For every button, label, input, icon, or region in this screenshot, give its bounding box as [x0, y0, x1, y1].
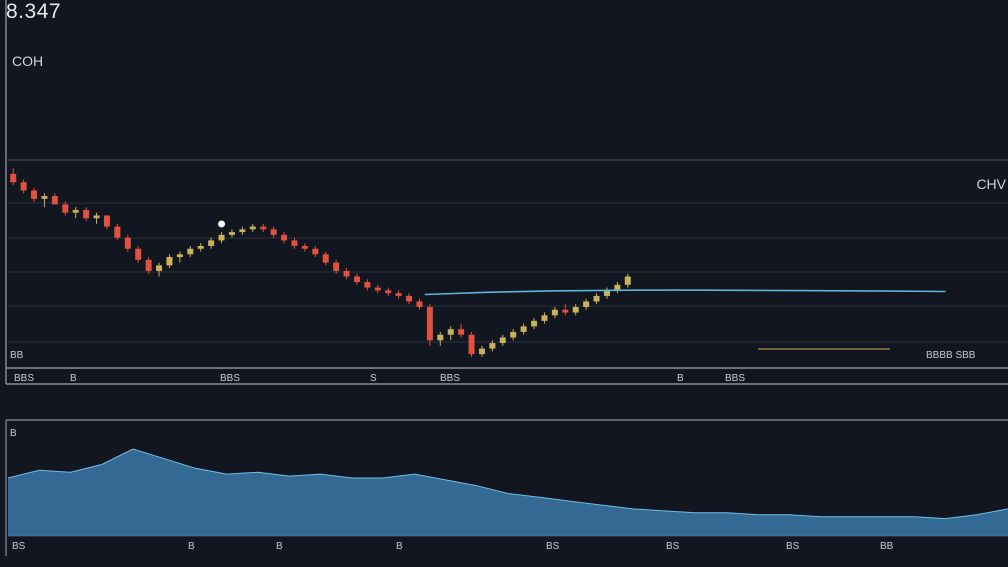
candle-body [520, 326, 527, 332]
candle-body [62, 204, 69, 213]
candle-body [499, 337, 506, 344]
candle-body [166, 257, 173, 266]
candle-body [510, 331, 517, 338]
candle-body [281, 234, 288, 241]
volume-x-tick-label: B [276, 541, 283, 552]
candle-body [197, 245, 204, 249]
candle-body [218, 234, 225, 241]
candle-body [593, 295, 600, 302]
candle-body [145, 259, 152, 271]
price-x-tick-label: B [70, 373, 77, 384]
volume-x-tick-label: BS [12, 541, 26, 552]
candle-body [322, 254, 329, 263]
candle-body [447, 329, 454, 335]
candle-body [426, 306, 433, 341]
volume-area [8, 449, 1008, 536]
candle-body [562, 309, 569, 313]
candle-body [416, 301, 423, 307]
volume-x-tick-label: BS [786, 541, 800, 552]
candle-body [551, 309, 558, 316]
candle-body [614, 284, 621, 291]
price-x-tick-label: BBS [220, 373, 240, 384]
candle-body [51, 196, 58, 205]
candle-body [228, 232, 235, 235]
candle-body [156, 265, 163, 271]
candle-body [395, 293, 402, 296]
candle-body [93, 215, 100, 219]
price-x-tick-label: BBS [14, 373, 34, 384]
candle-body [114, 226, 121, 238]
marker-dot [218, 220, 226, 228]
price-value: 8.347 [6, 0, 62, 23]
candle-body [624, 276, 631, 285]
candle-body [343, 270, 350, 277]
candle-body [406, 295, 413, 302]
price-y-tick-label: BB [10, 350, 24, 361]
price-x-tick-label: S [370, 373, 377, 384]
volume-y-tick-label: B [10, 428, 17, 439]
volume-x-tick-label: BB [880, 541, 894, 552]
candle-body [124, 237, 131, 249]
candle-body [312, 248, 319, 255]
price-x-tick-label: BBS [725, 373, 745, 384]
candle-body [458, 329, 465, 335]
candle-body [583, 301, 590, 307]
candle-body [10, 173, 17, 183]
candle-body [353, 276, 360, 283]
candle-body [31, 190, 38, 199]
moving-average-line [424, 289, 946, 296]
candle-body [489, 343, 496, 349]
candle-body [41, 196, 48, 199]
volume-x-tick-label: BS [546, 541, 560, 552]
candle-body [20, 182, 27, 191]
price-annotation-label: BBBB SBB [926, 350, 976, 361]
candle-body [187, 248, 194, 255]
candle-body [208, 240, 215, 246]
candle-body [385, 290, 392, 294]
volume-x-tick-label: B [188, 541, 195, 552]
candle-body [176, 254, 183, 258]
volume-x-tick-label: BS [666, 541, 680, 552]
candle-body [103, 215, 110, 227]
candle-body [83, 209, 90, 219]
candle-body [531, 320, 538, 327]
candle-body [572, 306, 579, 313]
candle-body [239, 229, 246, 233]
volume-area-outline [7, 448, 1008, 520]
indicator-label: CHV [976, 176, 1006, 192]
candle-body [301, 245, 308, 249]
symbol-label: COH [12, 53, 44, 69]
price-x-tick-label: B [677, 373, 684, 384]
volume-x-tick-label: B [396, 541, 403, 552]
candle-body [374, 287, 381, 291]
candle-body [135, 248, 142, 260]
price-x-tick-label: BBS [440, 373, 460, 384]
candle-body [603, 290, 610, 296]
candle-body [468, 334, 475, 355]
candle-body [478, 348, 485, 355]
candle-body [260, 226, 267, 230]
candle-body [364, 282, 371, 288]
candle-body [249, 226, 256, 230]
candle-body [72, 209, 79, 213]
candle-body [333, 262, 340, 271]
candle-body [541, 315, 548, 321]
candle-body [437, 334, 444, 341]
candle-body [270, 229, 277, 235]
candle-body [291, 240, 298, 246]
